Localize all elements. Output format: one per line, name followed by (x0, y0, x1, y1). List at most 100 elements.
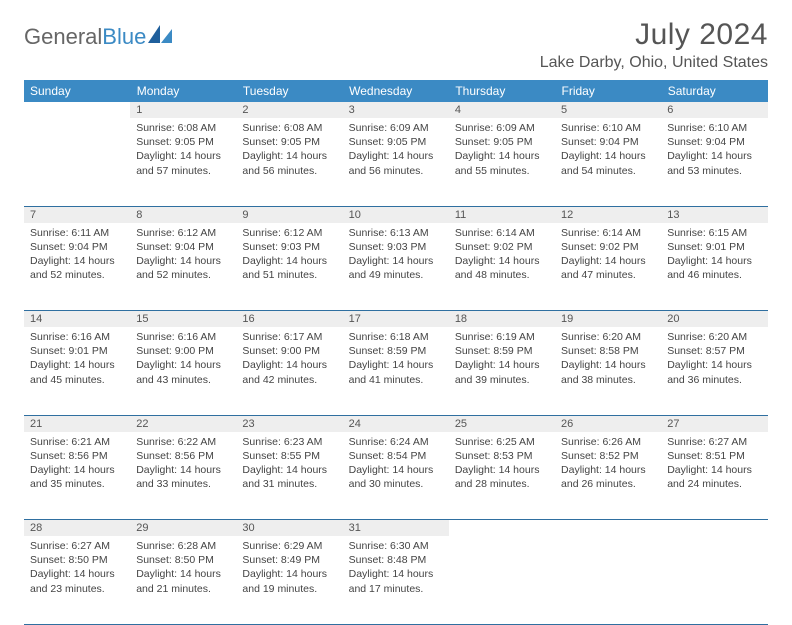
day-number: 26 (555, 415, 661, 432)
day-number: 22 (130, 415, 236, 432)
daylight-text: Daylight: 14 hours and 28 minutes. (455, 463, 549, 491)
day-cell: Sunrise: 6:20 AMSunset: 8:58 PMDaylight:… (555, 327, 661, 415)
sunset-text: Sunset: 8:49 PM (242, 553, 336, 567)
day-number: 3 (343, 102, 449, 118)
daynum-row: 14151617181920 (24, 311, 768, 328)
sunrise-text: Sunrise: 6:18 AM (349, 330, 443, 344)
day-details: Sunrise: 6:22 AMSunset: 8:56 PMDaylight:… (130, 432, 236, 498)
day-cell: Sunrise: 6:15 AMSunset: 9:01 PMDaylight:… (661, 223, 767, 311)
daylight-text: Daylight: 14 hours and 55 minutes. (455, 149, 549, 177)
day-details: Sunrise: 6:25 AMSunset: 8:53 PMDaylight:… (449, 432, 555, 498)
sunrise-text: Sunrise: 6:13 AM (349, 226, 443, 240)
day-number: 28 (24, 520, 130, 537)
sunset-text: Sunset: 8:55 PM (242, 449, 336, 463)
weekday-header: Friday (555, 80, 661, 102)
sunset-text: Sunset: 9:05 PM (242, 135, 336, 149)
day-number: 2 (236, 102, 342, 118)
sunrise-text: Sunrise: 6:29 AM (242, 539, 336, 553)
day-details: Sunrise: 6:19 AMSunset: 8:59 PMDaylight:… (449, 327, 555, 393)
brand-text: GeneralBlue (24, 24, 146, 50)
day-number: 16 (236, 311, 342, 328)
day-number: 29 (130, 520, 236, 537)
daylight-text: Daylight: 14 hours and 31 minutes. (242, 463, 336, 491)
day-details: Sunrise: 6:18 AMSunset: 8:59 PMDaylight:… (343, 327, 449, 393)
day-number: 1 (130, 102, 236, 118)
day-details: Sunrise: 6:11 AMSunset: 9:04 PMDaylight:… (24, 223, 130, 289)
sunset-text: Sunset: 8:51 PM (667, 449, 761, 463)
content-row: Sunrise: 6:21 AMSunset: 8:56 PMDaylight:… (24, 432, 768, 520)
daylight-text: Daylight: 14 hours and 39 minutes. (455, 358, 549, 386)
day-number: 14 (24, 311, 130, 328)
day-cell: Sunrise: 6:10 AMSunset: 9:04 PMDaylight:… (555, 118, 661, 206)
daylight-text: Daylight: 14 hours and 47 minutes. (561, 254, 655, 282)
day-details: Sunrise: 6:15 AMSunset: 9:01 PMDaylight:… (661, 223, 767, 289)
daylight-text: Daylight: 14 hours and 48 minutes. (455, 254, 549, 282)
daylight-text: Daylight: 14 hours and 46 minutes. (667, 254, 761, 282)
daylight-text: Daylight: 14 hours and 35 minutes. (30, 463, 124, 491)
day-cell: Sunrise: 6:26 AMSunset: 8:52 PMDaylight:… (555, 432, 661, 520)
day-number: 13 (661, 206, 767, 223)
day-details: Sunrise: 6:21 AMSunset: 8:56 PMDaylight:… (24, 432, 130, 498)
day-number: 21 (24, 415, 130, 432)
daylight-text: Daylight: 14 hours and 33 minutes. (136, 463, 230, 491)
day-cell (449, 536, 555, 624)
daylight-text: Daylight: 14 hours and 52 minutes. (136, 254, 230, 282)
day-details: Sunrise: 6:27 AMSunset: 8:50 PMDaylight:… (24, 536, 130, 602)
day-details: Sunrise: 6:09 AMSunset: 9:05 PMDaylight:… (449, 118, 555, 184)
day-cell: Sunrise: 6:08 AMSunset: 9:05 PMDaylight:… (236, 118, 342, 206)
sunrise-text: Sunrise: 6:27 AM (667, 435, 761, 449)
daylight-text: Daylight: 14 hours and 24 minutes. (667, 463, 761, 491)
sunrise-text: Sunrise: 6:11 AM (30, 226, 124, 240)
day-cell: Sunrise: 6:13 AMSunset: 9:03 PMDaylight:… (343, 223, 449, 311)
day-details: Sunrise: 6:10 AMSunset: 9:04 PMDaylight:… (555, 118, 661, 184)
day-cell: Sunrise: 6:14 AMSunset: 9:02 PMDaylight:… (449, 223, 555, 311)
day-number: 8 (130, 206, 236, 223)
sunset-text: Sunset: 8:59 PM (455, 344, 549, 358)
day-number: 7 (24, 206, 130, 223)
day-number: 6 (661, 102, 767, 118)
brand-part2: Blue (102, 24, 146, 49)
day-number: 18 (449, 311, 555, 328)
day-cell: Sunrise: 6:16 AMSunset: 9:00 PMDaylight:… (130, 327, 236, 415)
day-details: Sunrise: 6:23 AMSunset: 8:55 PMDaylight:… (236, 432, 342, 498)
day-number: 12 (555, 206, 661, 223)
brand-logo: GeneralBlue (24, 18, 174, 50)
day-cell: Sunrise: 6:20 AMSunset: 8:57 PMDaylight:… (661, 327, 767, 415)
sunset-text: Sunset: 9:04 PM (30, 240, 124, 254)
sunset-text: Sunset: 9:04 PM (136, 240, 230, 254)
day-number: 31 (343, 520, 449, 537)
day-cell: Sunrise: 6:19 AMSunset: 8:59 PMDaylight:… (449, 327, 555, 415)
sunrise-text: Sunrise: 6:23 AM (242, 435, 336, 449)
sunset-text: Sunset: 9:00 PM (136, 344, 230, 358)
daylight-text: Daylight: 14 hours and 56 minutes. (349, 149, 443, 177)
weekday-header: Tuesday (236, 80, 342, 102)
day-details: Sunrise: 6:09 AMSunset: 9:05 PMDaylight:… (343, 118, 449, 184)
day-details: Sunrise: 6:14 AMSunset: 9:02 PMDaylight:… (449, 223, 555, 289)
daylight-text: Daylight: 14 hours and 23 minutes. (30, 567, 124, 595)
day-cell: Sunrise: 6:17 AMSunset: 9:00 PMDaylight:… (236, 327, 342, 415)
weekday-header: Saturday (661, 80, 767, 102)
sunrise-text: Sunrise: 6:22 AM (136, 435, 230, 449)
daylight-text: Daylight: 14 hours and 57 minutes. (136, 149, 230, 177)
sail-icon (148, 25, 174, 50)
day-number: 27 (661, 415, 767, 432)
day-details: Sunrise: 6:28 AMSunset: 8:50 PMDaylight:… (130, 536, 236, 602)
sunset-text: Sunset: 8:48 PM (349, 553, 443, 567)
sunrise-text: Sunrise: 6:20 AM (667, 330, 761, 344)
day-cell: Sunrise: 6:24 AMSunset: 8:54 PMDaylight:… (343, 432, 449, 520)
sunset-text: Sunset: 8:50 PM (30, 553, 124, 567)
day-number: 23 (236, 415, 342, 432)
sunset-text: Sunset: 9:03 PM (349, 240, 443, 254)
daylight-text: Daylight: 14 hours and 43 minutes. (136, 358, 230, 386)
daylight-text: Daylight: 14 hours and 17 minutes. (349, 567, 443, 595)
sunset-text: Sunset: 8:54 PM (349, 449, 443, 463)
day-number: 25 (449, 415, 555, 432)
day-number: 19 (555, 311, 661, 328)
day-cell: Sunrise: 6:09 AMSunset: 9:05 PMDaylight:… (343, 118, 449, 206)
sunrise-text: Sunrise: 6:12 AM (136, 226, 230, 240)
sunrise-text: Sunrise: 6:30 AM (349, 539, 443, 553)
day-details: Sunrise: 6:20 AMSunset: 8:58 PMDaylight:… (555, 327, 661, 393)
day-number: 4 (449, 102, 555, 118)
sunrise-text: Sunrise: 6:10 AM (667, 121, 761, 135)
day-details: Sunrise: 6:30 AMSunset: 8:48 PMDaylight:… (343, 536, 449, 602)
